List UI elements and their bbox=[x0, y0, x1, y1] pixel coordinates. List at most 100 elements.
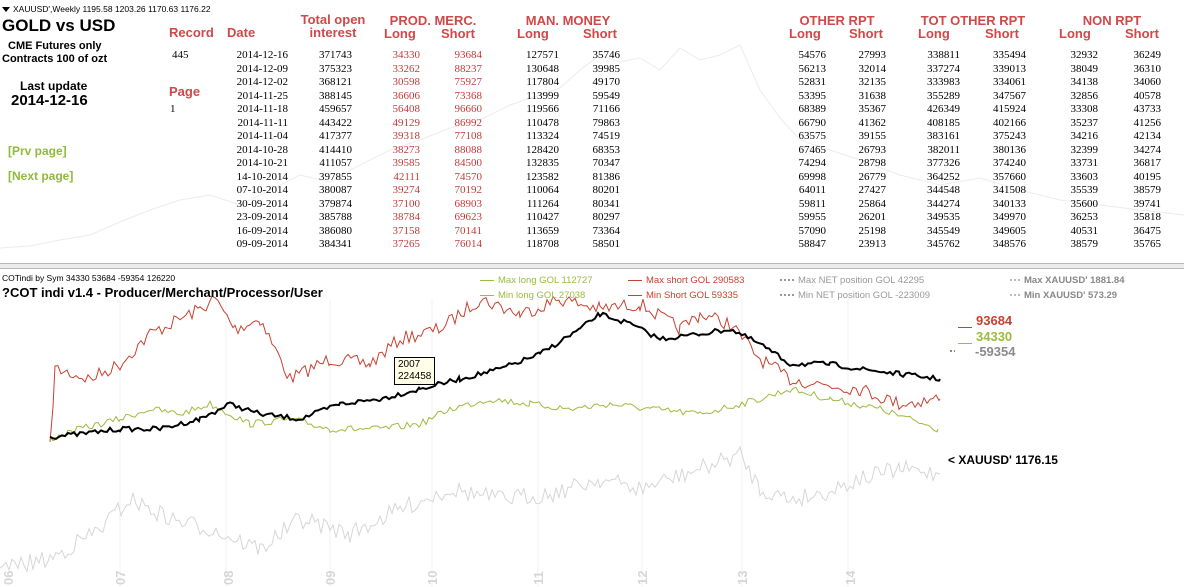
table-cell: 81386 bbox=[592, 170, 621, 183]
x-axis-label: 13 bbox=[735, 570, 750, 585]
table-cell: 110427 bbox=[526, 211, 559, 223]
legend-max-xau: Max XAUUSD' 1881.84 bbox=[1010, 275, 1124, 286]
table-cell: 96660 bbox=[454, 103, 483, 115]
non-short-header: Short bbox=[1125, 26, 1159, 41]
table-cell: 35600 bbox=[1070, 197, 1099, 210]
man-money-header: MAN. MONEY bbox=[525, 13, 611, 28]
table-cell: 368121 bbox=[319, 76, 352, 88]
tot-other-rpt-header: TOT OTHER RPT bbox=[920, 13, 1026, 28]
table-cell: 42134 bbox=[1133, 130, 1162, 142]
total-open-header: Total open interest bbox=[300, 12, 366, 40]
table-cell: 375243 bbox=[993, 130, 1026, 142]
x-axis-label: 08 bbox=[221, 570, 236, 585]
table-cell: 2014-12-02 bbox=[236, 76, 288, 88]
table-cell: 88237 bbox=[454, 62, 483, 75]
table-cell: 37100 bbox=[392, 197, 421, 210]
table-cell: 49129 bbox=[392, 116, 421, 129]
table-cell: 56408 bbox=[392, 103, 421, 115]
tot-other-long-column: 338811 337274 333983 355289 426349 408185 3831… bbox=[916, 49, 960, 252]
table-cell: 364252 bbox=[927, 170, 960, 183]
man-short-header: Short bbox=[583, 26, 617, 41]
table-cell: 73364 bbox=[592, 224, 621, 237]
table-cell: 23913 bbox=[858, 238, 887, 250]
net-value-label: -59354 bbox=[975, 344, 1016, 359]
table-cell: 459657 bbox=[319, 103, 352, 115]
legend-swatch bbox=[480, 279, 494, 281]
long-swatch bbox=[958, 343, 972, 344]
x-axis-label: 10 bbox=[425, 570, 440, 585]
table-cell: 36310 bbox=[1133, 62, 1162, 75]
table-cell: 27427 bbox=[858, 184, 887, 196]
table-cell: 42111 bbox=[393, 170, 420, 183]
table-cell: 34138 bbox=[1070, 76, 1099, 88]
table-cell: 348576 bbox=[993, 238, 1026, 250]
non-short-column: 36249 36310 34060 40578 43733 41256 42134 34274… bbox=[1121, 49, 1162, 252]
prev-page-button[interactable]: [Prv page] bbox=[8, 144, 67, 158]
table-cell: 38049 bbox=[1070, 62, 1099, 75]
x-axis-label: 07 bbox=[113, 570, 128, 585]
table-cell: 40195 bbox=[1133, 170, 1162, 183]
indicator-pane[interactable]: COTindi by Sym 34330 53684 -59354 126220… bbox=[0, 269, 1184, 587]
other-rpt-header: OTHER RPT bbox=[799, 13, 875, 28]
chart-menu-icon[interactable] bbox=[2, 7, 10, 13]
table-cell: 110478 bbox=[526, 116, 559, 129]
table-cell: 371743 bbox=[319, 49, 352, 61]
xauusd-price-label: < XAUUSD' 1176.15 bbox=[948, 453, 1058, 467]
table-cell: 80297 bbox=[592, 211, 621, 223]
table-cell: 377326 bbox=[927, 157, 960, 169]
page-value: 1 bbox=[170, 103, 176, 115]
table-cell: 2014-11-25 bbox=[237, 89, 288, 102]
table-cell: 375323 bbox=[319, 62, 352, 75]
table-cell: 86992 bbox=[454, 116, 483, 129]
table-cell: 39274 bbox=[392, 184, 421, 196]
table-cell: 69998 bbox=[798, 170, 827, 183]
table-cell: 30598 bbox=[392, 76, 421, 88]
table-cell: 39155 bbox=[858, 130, 887, 142]
table-cell: 70141 bbox=[454, 224, 483, 237]
pane-splitter[interactable] bbox=[0, 263, 1184, 269]
table-cell: 68389 bbox=[798, 103, 827, 115]
table-cell: 2014-12-09 bbox=[236, 62, 288, 75]
table-cell: 80341 bbox=[592, 197, 621, 210]
legend-swatch bbox=[480, 294, 494, 296]
long-value-label: 34330 bbox=[958, 329, 1012, 344]
table-cell: 119566 bbox=[526, 103, 559, 115]
table-cell: 33308 bbox=[1070, 103, 1099, 115]
table-cell: 33731 bbox=[1070, 157, 1099, 169]
table-cell: 349535 bbox=[927, 211, 960, 223]
table-cell: 64011 bbox=[798, 184, 826, 196]
table-cell: 2014-10-28 bbox=[236, 143, 288, 156]
prod-short-header: Short bbox=[441, 26, 475, 41]
table-cell: 386080 bbox=[319, 224, 352, 237]
table-cell: 35765 bbox=[1133, 238, 1162, 250]
table-cell: 27993 bbox=[858, 49, 887, 61]
table-cell: 113999 bbox=[526, 89, 559, 102]
table-cell: 2014-11-04 bbox=[237, 130, 288, 142]
next-page-button[interactable]: [Next page] bbox=[8, 169, 74, 183]
table-cell: 38784 bbox=[392, 211, 421, 223]
table-cell: 347567 bbox=[993, 89, 1026, 102]
page-title: GOLD vs USD bbox=[2, 16, 116, 35]
table-cell: 128420 bbox=[526, 143, 559, 156]
long-position-line bbox=[49, 386, 939, 442]
table-cell: 32135 bbox=[858, 76, 887, 88]
table-cell: 38579 bbox=[1070, 238, 1099, 250]
table-cell: 374240 bbox=[993, 157, 1026, 169]
table-cell: 36817 bbox=[1133, 157, 1162, 169]
date-column: 2014-12-16 2014-12-09 2014-12-02 2014-11-25… bbox=[226, 49, 288, 252]
date-header: Date bbox=[227, 25, 256, 40]
table-cell: 77108 bbox=[454, 130, 483, 142]
table-cell: 40578 bbox=[1133, 89, 1162, 102]
table-cell: 53395 bbox=[798, 89, 827, 102]
table-cell: 417377 bbox=[319, 130, 352, 142]
man-long-column: 127571 130648 117804 113999 119566 110478 1133… bbox=[515, 49, 559, 252]
x-axis-label: 06 bbox=[1, 570, 16, 585]
table-cell: 28798 bbox=[858, 157, 887, 169]
table-cell: 414410 bbox=[319, 143, 352, 156]
table-cell: 2014-10-21 bbox=[236, 157, 288, 169]
table-cell: 37265 bbox=[392, 238, 421, 250]
table-cell: 34216 bbox=[1070, 130, 1099, 142]
x-axis-label: 09 bbox=[323, 570, 338, 585]
table-cell: 110064 bbox=[526, 184, 559, 196]
top-chart-pane[interactable]: XAUUSD',Weekly 1195.58 1203.26 1170.63 1… bbox=[0, 0, 1184, 263]
